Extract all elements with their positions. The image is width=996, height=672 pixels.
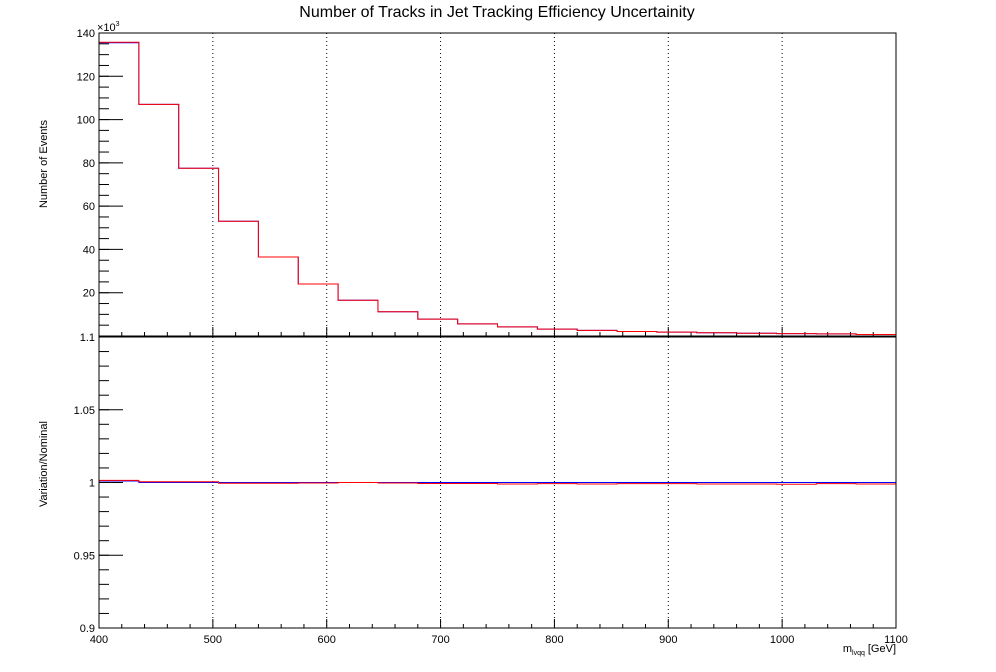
series-line-1 xyxy=(99,41,896,335)
y-tick-label: 20 xyxy=(83,288,95,300)
x-axis-label-sub: lvqq xyxy=(852,650,865,657)
y-tick-label: 60 xyxy=(83,201,95,213)
y-tick-label: 1.05 xyxy=(74,405,95,417)
series-line-0 xyxy=(99,480,896,483)
y-tick-label: 80 xyxy=(83,158,95,170)
bottom-x-axis-label: mlvqq [GeV] xyxy=(843,643,896,657)
y-tick-label: 0.9 xyxy=(80,623,95,635)
bottom-panel-x-ticks: 400 500 600 700 800 900 1000 1100 xyxy=(90,619,908,646)
x-tick-label: 900 xyxy=(659,634,677,646)
top-y-exponent: ×103 xyxy=(97,21,120,34)
bottom-y-axis-label: Variation/Nominal xyxy=(38,421,50,507)
top-panel-frame xyxy=(98,32,897,337)
y-tick-label: 0.95 xyxy=(74,550,95,562)
top-panel-series xyxy=(99,41,896,335)
x-tick-label: 600 xyxy=(318,634,336,646)
top-y-axis-label: Number of Events xyxy=(38,120,50,209)
bottom-panel-y-ticks: 0.9 0.95 1 1.05 1.1 xyxy=(74,332,123,635)
x-tick-label: 1000 xyxy=(770,634,794,646)
top-panel: 20 40 60 80 100 120 140 Number of Events ×103 xyxy=(38,21,897,337)
y-tick-label: 140 xyxy=(77,28,95,40)
chart-title: Number of Tracks in Jet Tracking Efficie… xyxy=(299,4,694,21)
series-line-1 xyxy=(99,479,896,485)
x-tick-label: 800 xyxy=(545,634,563,646)
bottom-panel: 0.9 0.95 1 1.05 1.1 400 500 600 700 800 900 1000 11… xyxy=(38,332,908,657)
bottom-panel-frame xyxy=(98,336,897,629)
x-tick-label: 700 xyxy=(431,634,449,646)
y-tick-label: 1 xyxy=(89,478,95,490)
y-tick-label: 1.1 xyxy=(80,332,95,344)
top-panel-x-ticks xyxy=(98,327,897,336)
x-tick-label: 1100 xyxy=(884,634,908,646)
x-tick-label: 400 xyxy=(90,634,108,646)
bottom-panel-series xyxy=(99,479,896,485)
bottom-panel-gridlines xyxy=(212,337,783,628)
top-y-exponent-base: ×10 xyxy=(97,22,116,34)
x-axis-label-unit: [GeV] xyxy=(868,643,896,655)
top-panel-gridlines xyxy=(212,33,783,336)
y-tick-label: 120 xyxy=(77,71,95,83)
y-tick-label: 100 xyxy=(77,115,95,127)
top-panel-y-ticks: 20 40 60 80 100 120 140 xyxy=(77,28,123,337)
x-axis-label-main: m xyxy=(843,643,852,655)
top-y-exponent-power: 3 xyxy=(116,21,120,28)
x-tick-label: 500 xyxy=(204,634,222,646)
y-tick-label: 40 xyxy=(83,244,95,256)
